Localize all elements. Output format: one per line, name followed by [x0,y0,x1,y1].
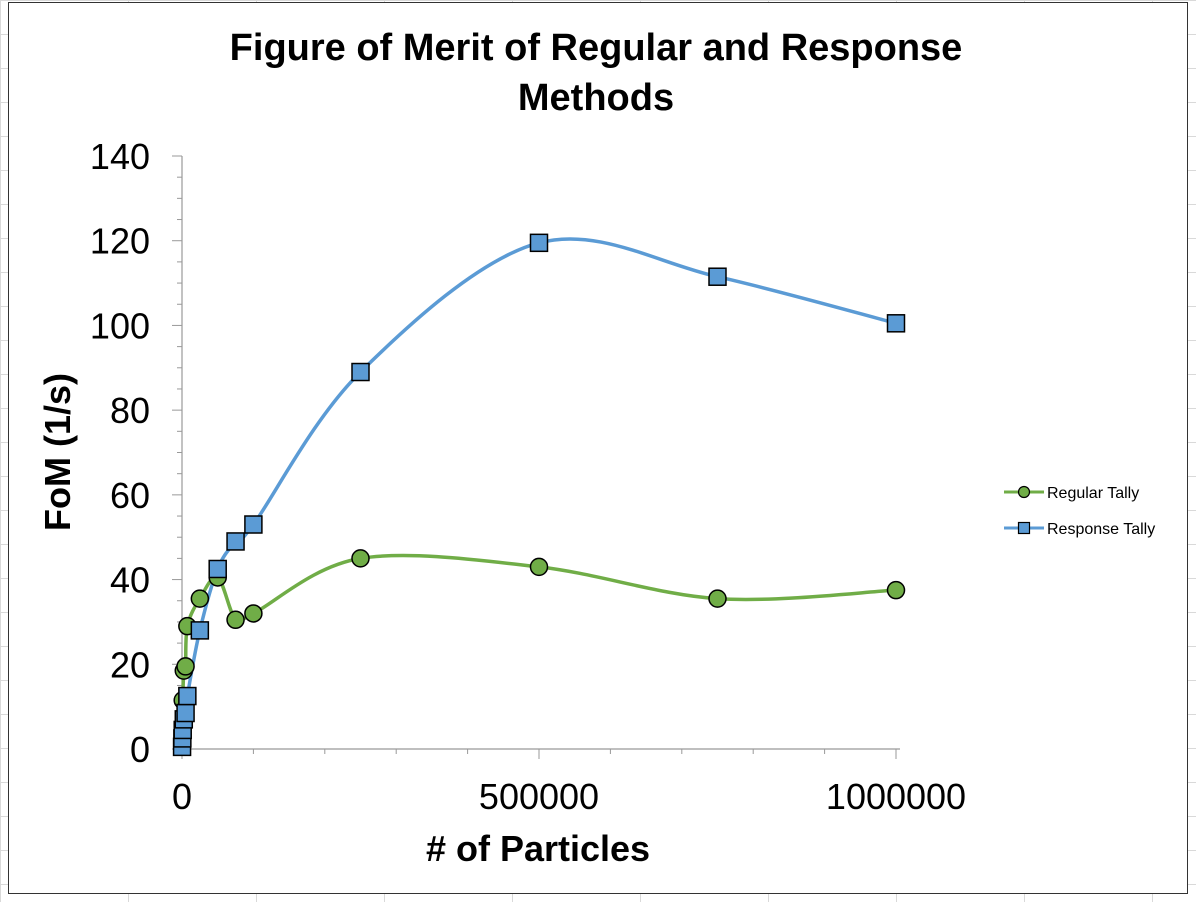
regular-tally-point [190,589,210,608]
y-tick-label: 140 [90,136,150,177]
series-lines [180,237,897,747]
y-tick-label: 100 [90,305,150,346]
legend-response-tally-label: Response Tally [1047,521,1155,538]
chart-title-line-2: Methods [518,77,674,119]
y-tick-label: 20 [110,644,150,685]
regular-tally-point [529,557,549,577]
x-tick-label: 1000000 [826,776,966,817]
y-tick-label: 40 [110,560,150,601]
legend-regular-tally-label: Regular Tally [1047,485,1139,502]
response-tally-point [351,362,370,382]
regular-tally-point [886,580,906,600]
response-tally-point [176,703,195,723]
x-axis-label: # of Particles [426,828,650,869]
chart-title-line-1: Figure of Merit of Regular and Response [230,27,963,69]
response-tally-point [529,233,549,253]
y-tick-label: 60 [110,475,150,516]
response-tally-point [178,686,197,706]
response-tally-point [226,532,245,551]
y-tick-label: 0 [130,729,150,770]
y-axis-label: FoM (1/s) [37,373,78,531]
series-markers [172,233,906,757]
response-tally-point [708,267,727,286]
y-tick-label: 80 [110,390,150,431]
regular-tally-point [176,657,195,676]
response-tally-point [208,559,227,579]
regular-tally-line [180,553,897,701]
legend-regular-tally-marker [1017,485,1031,499]
legend: Regular Tally Response Tally [1004,485,1155,538]
response-tally-point [886,314,906,333]
regular-tally-point [244,604,263,623]
y-tick-label: 120 [90,221,150,262]
x-tick-label: 0 [172,776,192,817]
axes: 0 20 40 60 80 100 120 140 0 500000 1000000 [90,136,966,817]
chart-area[interactable] [8,2,1188,894]
regular-tally-point [226,610,245,630]
regular-tally-point [351,549,370,568]
response-tally-point [244,515,263,534]
response-tally-point [190,621,210,640]
legend-response-tally-marker [1017,521,1031,535]
regular-tally-point [708,589,727,608]
response-tally-line [180,237,897,747]
x-tick-label: 500000 [479,776,599,817]
